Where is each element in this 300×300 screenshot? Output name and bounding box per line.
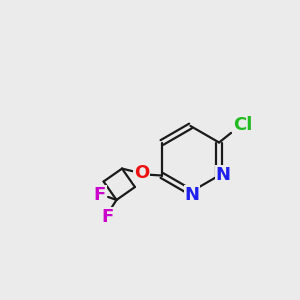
Text: O: O (134, 164, 149, 182)
Text: F: F (94, 185, 106, 203)
Text: F: F (101, 208, 114, 226)
Text: N: N (184, 186, 200, 204)
Text: Cl: Cl (233, 116, 252, 134)
Text: N: N (215, 166, 230, 184)
